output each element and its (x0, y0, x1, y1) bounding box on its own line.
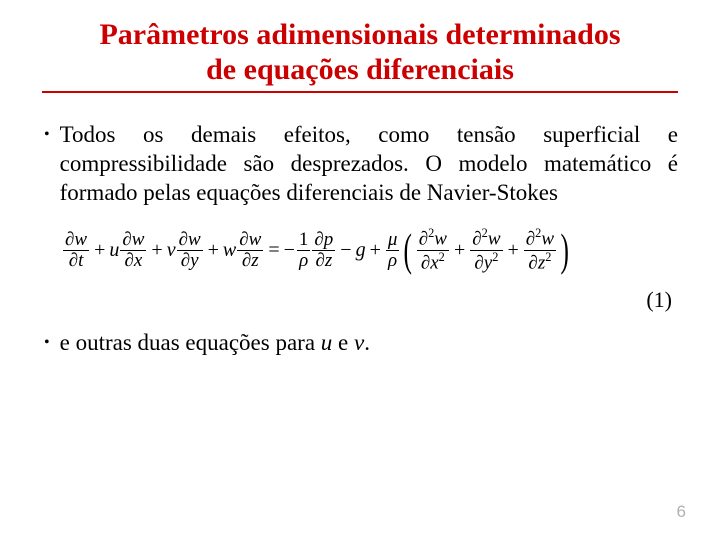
navier-stokes-equation: ∂w ∂t + u ∂w ∂x + v ∂w ∂y + w ∂w ∂z = − … (62, 227, 678, 273)
bullet2-suffix: . (364, 330, 370, 355)
bullet-2-text: e outras duas equações para u e v. (60, 329, 370, 358)
plus-op: + (366, 239, 385, 262)
plus-op: + (450, 239, 469, 262)
term-dwdz: ∂w ∂z (237, 230, 263, 271)
coef-v: v (167, 239, 176, 262)
term-dwdy: ∂w ∂y (177, 230, 203, 271)
term-d2wdz2: ∂2w ∂z2 (524, 227, 556, 273)
title-line-1: Parâmetros adimensionais determinados (99, 18, 620, 51)
term-d2wdx2: ∂2w ∂x2 (417, 227, 449, 273)
term-mu-rho: μ ρ (386, 230, 400, 271)
minus-op: − (284, 239, 296, 262)
var-u: u (321, 330, 333, 355)
var-v: v (354, 330, 364, 355)
equation-number: (1) (42, 287, 672, 313)
coef-w: w (223, 239, 236, 262)
term-1rho: 1 ρ (297, 230, 311, 271)
gravity-g: g (356, 239, 366, 262)
plus-op: + (504, 239, 523, 262)
plus-op: + (147, 239, 166, 262)
equals-op: = (264, 239, 283, 262)
term-dwdx: ∂w ∂x (120, 230, 146, 271)
plus-op: + (90, 239, 109, 262)
laplacian-group: ( ∂2w ∂x2 + ∂2w ∂y2 + ∂2w ∂z2 ) (400, 227, 572, 273)
bullet-marker: • (42, 121, 60, 149)
bullet2-prefix: e outras duas equações para (60, 330, 321, 355)
title-line-2: de equações diferenciais (206, 53, 514, 86)
bullet-item-1: • Todos os demais efeitos, como tensão s… (42, 121, 678, 207)
term-d2wdy2: ∂2w ∂y2 (470, 227, 502, 273)
coef-u: u (109, 239, 119, 262)
minus-op: − (336, 239, 355, 262)
slide-title: Parâmetros adimensionais determinados de… (42, 18, 678, 93)
plus-op: + (204, 239, 223, 262)
page-number: 6 (677, 502, 686, 522)
bullet-1-text: Todos os demais efeitos, como tensão sup… (60, 121, 678, 207)
close-paren: ) (560, 230, 568, 269)
term-dwdt: ∂w ∂t (63, 230, 89, 271)
open-paren: ( (404, 230, 412, 269)
bullet-item-2: • e outras duas equações para u e v. (42, 329, 678, 358)
bullet-marker: • (42, 329, 60, 357)
bullet2-mid: e (332, 330, 354, 355)
term-dpdz: ∂p ∂z (312, 230, 335, 271)
